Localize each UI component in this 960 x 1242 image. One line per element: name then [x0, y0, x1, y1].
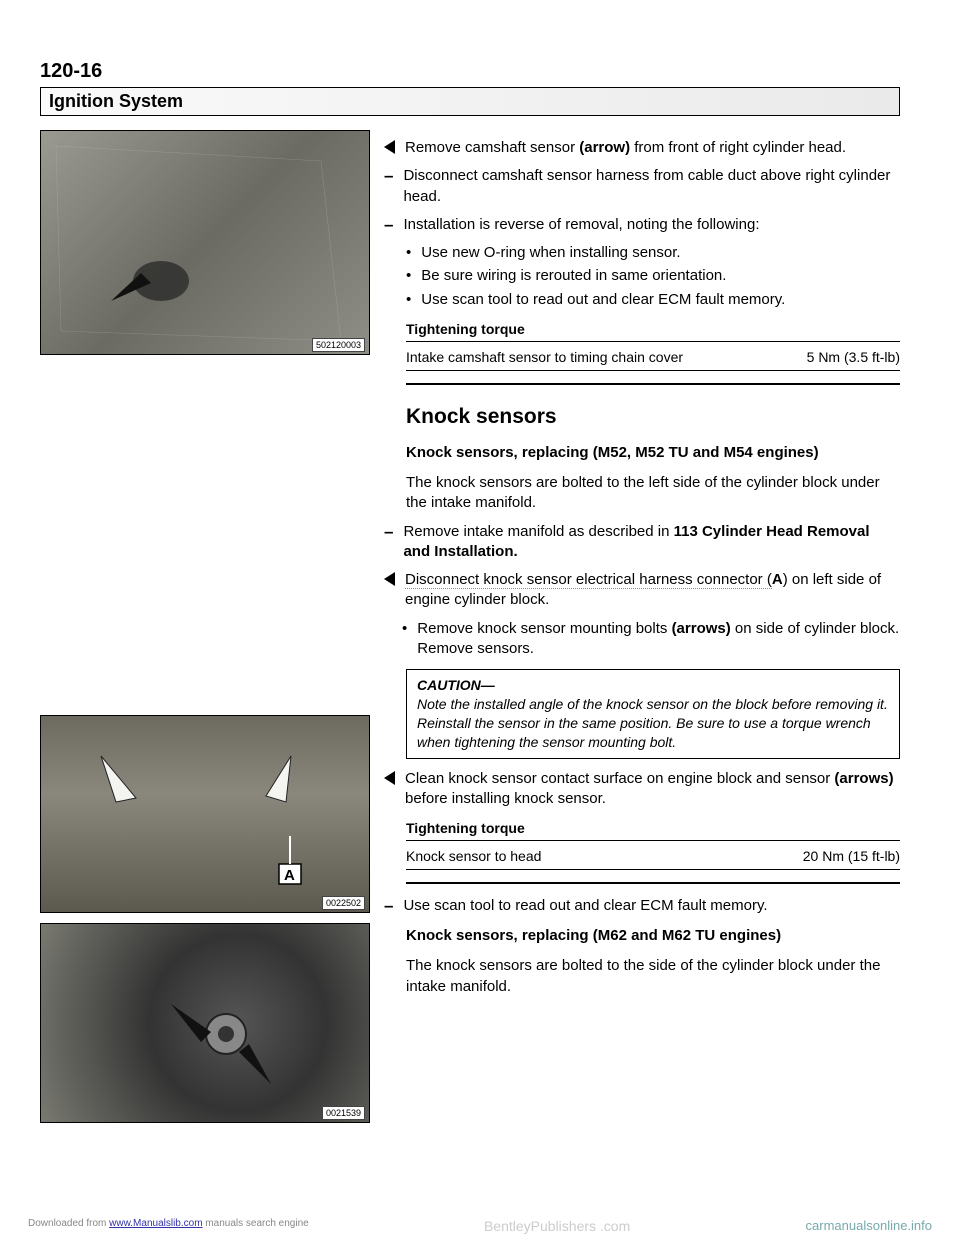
text: Remove intake manifold as described in 1… [403, 522, 900, 563]
spacer-1 [40, 365, 370, 715]
text: Remove knock sensor mounting bolts (arro… [417, 619, 900, 660]
step-remove-camshaft: Remove camshaft sensor (arrow) from fron… [384, 138, 900, 158]
text: Installation is reverse of removal, noti… [403, 215, 759, 235]
section-title: Ignition System [40, 87, 900, 116]
page-number: 120-16 [40, 60, 900, 83]
text: Disconnect knock sensor electrical harne… [405, 570, 900, 611]
svg-text:A: A [284, 867, 295, 884]
rule-1 [406, 383, 900, 385]
caution-box: CAUTION— Note the installed angle of the… [406, 669, 900, 759]
content-row: 502120003 A 0022502 [40, 130, 900, 1133]
caution-title: CAUTION— [417, 677, 495, 693]
text: Use scan tool to read out and clear ECM … [403, 896, 767, 916]
figure-1-caption: 502120003 [312, 338, 365, 352]
figure-1-art [41, 131, 371, 356]
figure-2-caption: 0022502 [322, 896, 365, 910]
subheading-m52: Knock sensors, replacing (M52, M52 TU an… [406, 443, 900, 463]
figure-1: 502120003 [40, 130, 370, 355]
heading-knock-sensors: Knock sensors [406, 403, 900, 431]
figure-3-art [41, 924, 371, 1124]
page: 120-16 Ignition System 502120003 A [0, 0, 960, 1242]
text: Use new O-ring when installing sensor. [421, 243, 680, 263]
bullet-wiring: Be sure wiring is rerouted in same orien… [406, 266, 900, 286]
page-footer: Downloaded from www.Manualslib.com manua… [0, 1218, 960, 1234]
footer-left: Downloaded from www.Manualslib.com manua… [28, 1218, 309, 1234]
figure-3-caption: 0021539 [322, 1106, 365, 1120]
footer-right: carmanualsonline.info [806, 1218, 932, 1234]
step-install-reverse: Installation is reverse of removal, noti… [384, 215, 900, 235]
left-column: 502120003 A 0022502 [40, 130, 370, 1133]
text: Disconnect camshaft sensor harness from … [403, 166, 900, 207]
torque-heading: Tightening torque [406, 320, 900, 342]
step-remove-manifold: Remove intake manifold as described in 1… [384, 522, 900, 563]
bullet-remove-bolts: Remove knock sensor mounting bolts (arro… [402, 619, 900, 660]
figure-2-art: A [41, 716, 371, 914]
torque-label: Intake camshaft sensor to timing chain c… [406, 348, 683, 367]
step-clean-contact: Clean knock sensor contact surface on en… [384, 769, 900, 810]
subheading-m62: Knock sensors, replacing (M62 and M62 TU… [406, 926, 900, 946]
step-disconnect-knock: Disconnect knock sensor electrical harne… [384, 570, 900, 611]
torque-value: 20 Nm (15 ft-lb) [803, 847, 900, 866]
caution-text: Note the installed angle of the knock se… [417, 696, 888, 750]
torque-label: Knock sensor to head [406, 847, 541, 866]
torque-heading: Tightening torque [406, 819, 900, 841]
step-disconnect-harness: Disconnect camshaft sensor harness from … [384, 166, 900, 207]
figure-3: 0021539 [40, 923, 370, 1123]
torque-value: 5 Nm (3.5 ft-lb) [807, 348, 900, 367]
bullet-scantool: Use scan tool to read out and clear ECM … [406, 290, 900, 310]
footer-watermark: BentleyPublishers .com [309, 1218, 806, 1234]
manualslib-link[interactable]: www.Manualslib.com [109, 1218, 202, 1229]
right-column: Remove camshaft sensor (arrow) from fron… [384, 130, 900, 1005]
para-knock-intro: The knock sensors are bolted to the left… [406, 473, 900, 514]
para-m62-intro: The knock sensors are bolted to the side… [406, 956, 900, 997]
text: Clean knock sensor contact surface on en… [405, 769, 900, 810]
step-scantool-2: Use scan tool to read out and clear ECM … [384, 896, 900, 916]
bullet-oring: Use new O-ring when installing sensor. [406, 243, 900, 263]
torque-table-2: Tightening torque Knock sensor to head 2… [406, 819, 900, 870]
figure-2: A 0022502 [40, 715, 370, 913]
torque-row: Intake camshaft sensor to timing chain c… [406, 345, 900, 371]
text: Be sure wiring is rerouted in same orien… [421, 266, 726, 286]
text: Use scan tool to read out and clear ECM … [421, 290, 785, 310]
torque-row: Knock sensor to head 20 Nm (15 ft-lb) [406, 844, 900, 870]
text: Remove camshaft sensor (arrow) from fron… [405, 139, 846, 156]
rule-2 [406, 882, 900, 884]
torque-table-1: Tightening torque Intake camshaft sensor… [406, 320, 900, 371]
